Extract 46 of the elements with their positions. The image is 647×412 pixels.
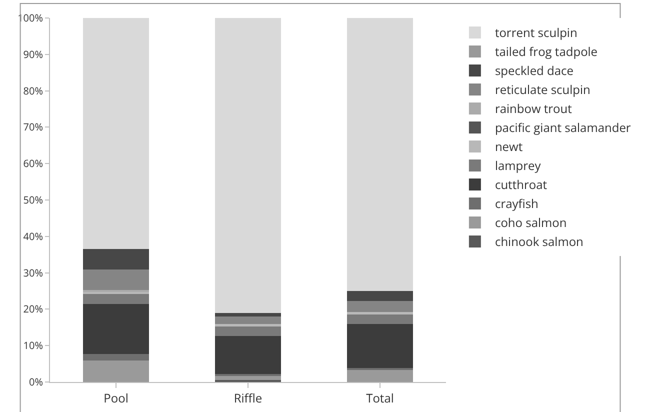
y-tick-label: 10% — [23, 338, 43, 352]
bar — [83, 249, 149, 270]
bar — [215, 326, 281, 336]
bar — [83, 354, 149, 361]
y-tick-label: 20% — [23, 302, 43, 316]
bar — [83, 360, 149, 382]
y-tick-label: 50% — [23, 192, 43, 206]
legend-label: tailed frog tadpole — [494, 43, 598, 60]
y-tick-label: 90% — [23, 46, 43, 61]
legend-label: cutthroat — [494, 176, 548, 194]
legend-label: chinook salmon — [494, 233, 584, 250]
legend-label: torrent sculpin — [494, 24, 578, 42]
legend-label: lamprey — [494, 157, 542, 174]
y-tick-label: 70% — [23, 120, 43, 134]
bar — [83, 294, 149, 304]
x-tick-label: Total — [366, 389, 394, 406]
y-tick-label: 60% — [23, 156, 43, 170]
legend-label: rainbow trout — [494, 100, 572, 118]
bar — [347, 301, 413, 312]
bar — [215, 324, 281, 327]
x-tick-label: Pool — [104, 389, 128, 406]
bar — [83, 18, 149, 250]
bar — [215, 313, 281, 316]
legend-label: speckled dace — [494, 62, 574, 80]
bar — [215, 376, 281, 380]
legend-label: newt — [494, 138, 523, 156]
bar — [215, 336, 281, 374]
bar — [347, 18, 413, 291]
bar — [215, 18, 281, 314]
y-tick-label: 80% — [23, 83, 43, 98]
y-tick-label: 40% — [23, 228, 43, 243]
bar — [347, 291, 413, 302]
bar — [83, 304, 149, 354]
legend-label: coho salmon — [494, 214, 567, 232]
y-tick-label: 100% — [18, 10, 43, 24]
y-tick-label: 30% — [23, 265, 43, 280]
y-tick-label: 0% — [29, 374, 43, 388]
legend-label: reticulate sculpin — [494, 81, 590, 98]
x-tick-label: Riffle — [234, 389, 262, 406]
bar — [347, 324, 413, 368]
bar — [215, 316, 281, 324]
legend-label: pacific giant salamander — [494, 119, 631, 136]
bar — [347, 370, 413, 382]
legend-label: crayfish — [494, 195, 538, 212]
bar — [347, 314, 413, 324]
bar — [83, 270, 149, 290]
